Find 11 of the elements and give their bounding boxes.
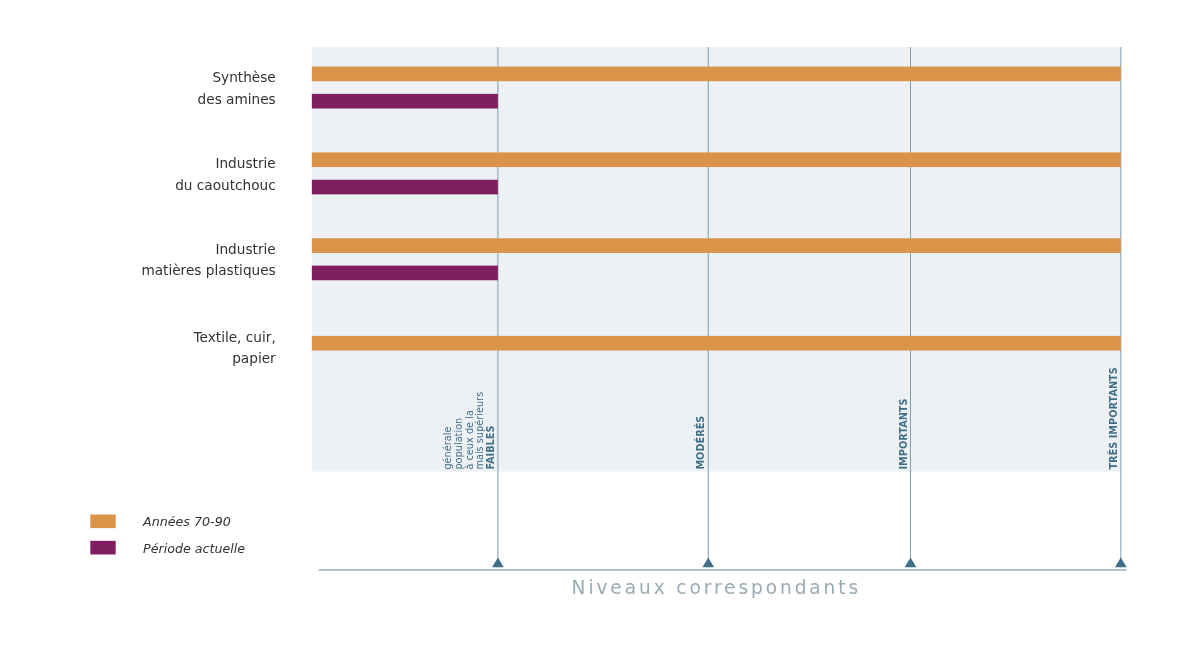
ref-line-label: IMPORTANTS [897, 398, 909, 470]
legend-label: Période actuelle [143, 540, 246, 556]
text: Niveaux correspondants [571, 577, 862, 599]
y-tick-label: Industrie matières plastiques [141, 240, 276, 279]
y-tick-label: Industrie du caoutchouc [175, 155, 276, 193]
ref-line-label: FAIBLES mais supérieurs à ceux de la population générale [442, 391, 497, 470]
y-tick-label: Synthèse des amines [197, 69, 276, 107]
ref-line-label: MODÉRÉS [694, 415, 707, 470]
y-tick-label: Textile, cuir, papier [192, 328, 277, 367]
legend-label: Années 70-90 [142, 514, 231, 530]
ref-line-label: TRÈS IMPORTANTS [1106, 367, 1119, 470]
